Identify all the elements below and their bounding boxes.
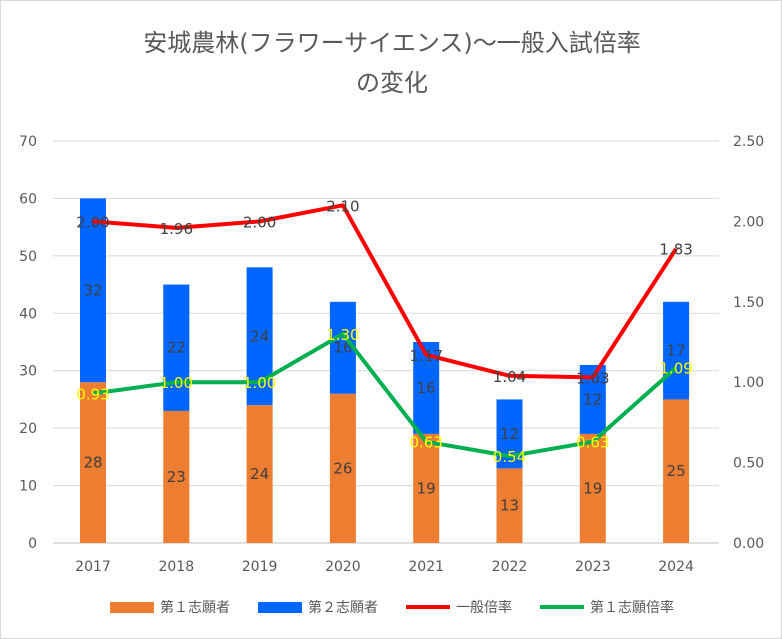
legend-label: 第１志願倍率 <box>590 600 674 616</box>
right-axis-tick-label: 2.50 <box>733 134 764 150</box>
chart-title: 安城農林(フラワーサイエンス)〜一般入試倍率 の変化 <box>1 23 781 103</box>
left-axis-tick-label: 50 <box>19 249 37 265</box>
data-label-first-choice-ratio: 0.54 <box>493 448 526 466</box>
data-label-first-choice-ratio: 0.63 <box>576 434 609 452</box>
left-axis-tick-label: 60 <box>19 191 37 207</box>
data-label-first-choice-ratio: 1.00 <box>160 374 193 392</box>
right-axis-tick-label: 0.00 <box>733 536 764 552</box>
data-label-general-ratio: 2.10 <box>326 197 359 215</box>
left-axis-tick-label: 40 <box>19 306 37 322</box>
title-line-2: の変化 <box>356 69 428 97</box>
left-axis-tick-label: 70 <box>19 134 37 150</box>
data-label-first-choice-ratio: 1.09 <box>659 360 692 378</box>
left-axis-tick-label: 20 <box>19 421 37 437</box>
data-label-second-choice: 12 <box>500 425 519 443</box>
bar-first-choice <box>80 382 106 543</box>
bar-first-choice <box>579 433 606 543</box>
bar-second-choice <box>163 284 190 411</box>
bar-first-choice <box>329 393 356 543</box>
data-label-first-choice: 19 <box>583 479 602 497</box>
x-axis-tick-label: 2020 <box>325 559 361 575</box>
data-label-general-ratio: 1.03 <box>576 369 609 387</box>
data-label-second-choice: 17 <box>667 342 686 360</box>
x-axis-tick-label: 2018 <box>158 559 194 575</box>
data-label-second-choice: 32 <box>83 281 102 299</box>
data-label-second-choice: 24 <box>250 327 269 345</box>
data-label-first-choice-ratio: 1.30 <box>326 326 359 344</box>
title-line-1: 安城農林(フラワーサイエンス)〜一般入試倍率 <box>143 29 641 57</box>
right-axis-tick-label: 1.50 <box>733 295 764 311</box>
data-label-general-ratio: 2.00 <box>76 213 109 231</box>
left-axis-tick-label: 30 <box>19 364 37 380</box>
legend-item: 第１志願倍率 <box>540 597 674 617</box>
data-label-first-choice-ratio: 0.93 <box>76 385 109 403</box>
data-label-first-choice: 19 <box>417 479 436 497</box>
data-label-general-ratio: 1.04 <box>493 368 526 386</box>
line-first-choice-ratio <box>92 331 678 459</box>
data-label-second-choice: 16 <box>417 379 436 397</box>
data-label-first-choice: 25 <box>667 462 686 480</box>
bar-first-choice <box>496 468 523 543</box>
data-label-second-choice: 22 <box>167 339 186 357</box>
legend-label: 一般倍率 <box>456 600 512 616</box>
bar-second-choice <box>80 198 106 383</box>
left-axis-tick-label: 0 <box>28 536 37 552</box>
data-label-first-choice: 28 <box>83 454 102 472</box>
data-label-first-choice: 24 <box>250 465 269 483</box>
data-label-general-ratio: 1.17 <box>409 347 442 365</box>
legend-item: 第２志願者 <box>258 597 378 617</box>
legend-item: 一般倍率 <box>406 597 512 617</box>
left-axis-tick-label: 10 <box>19 479 37 495</box>
x-axis-tick-label: 2017 <box>75 559 111 575</box>
legend-label: 第２志願者 <box>308 600 378 616</box>
bar-second-choice <box>663 301 690 400</box>
x-axis-tick-label: 2023 <box>575 559 611 575</box>
right-axis-tick-label: 2.00 <box>733 214 764 230</box>
x-axis-tick-label: 2019 <box>242 559 278 575</box>
legend-swatch <box>110 601 154 613</box>
data-label-general-ratio: 1.96 <box>160 220 193 238</box>
bar-first-choice <box>246 405 273 543</box>
legend-swatch <box>540 605 584 609</box>
data-label-general-ratio: 2.00 <box>243 213 276 231</box>
data-label-first-choice-ratio: 0.63 <box>409 434 442 452</box>
legend: 第１志願者 第２志願者 一般倍率 第１志願倍率 <box>1 597 781 617</box>
legend-swatch <box>406 605 450 609</box>
data-label-first-choice: 26 <box>333 459 352 477</box>
x-axis-tick-label: 2022 <box>492 559 528 575</box>
x-axis-tick-label: 2021 <box>408 559 444 575</box>
bar-first-choice <box>413 433 440 543</box>
line-general-ratio <box>92 203 678 380</box>
bar-first-choice <box>663 399 690 543</box>
data-label-first-choice: 23 <box>167 468 186 486</box>
legend-swatch <box>258 601 302 613</box>
data-label-first-choice-ratio: 1.00 <box>243 374 276 392</box>
bar-first-choice <box>163 410 190 543</box>
x-axis-tick-label: 2024 <box>658 559 694 575</box>
legend-item: 第１志願者 <box>110 597 230 617</box>
legend-label: 第１志願者 <box>160 600 230 616</box>
data-label-general-ratio: 1.83 <box>659 241 692 259</box>
data-label-second-choice: 12 <box>583 390 602 408</box>
right-axis-tick-label: 1.00 <box>733 375 764 391</box>
data-label-first-choice: 13 <box>500 497 519 515</box>
right-axis-tick-label: 0.50 <box>733 456 764 472</box>
